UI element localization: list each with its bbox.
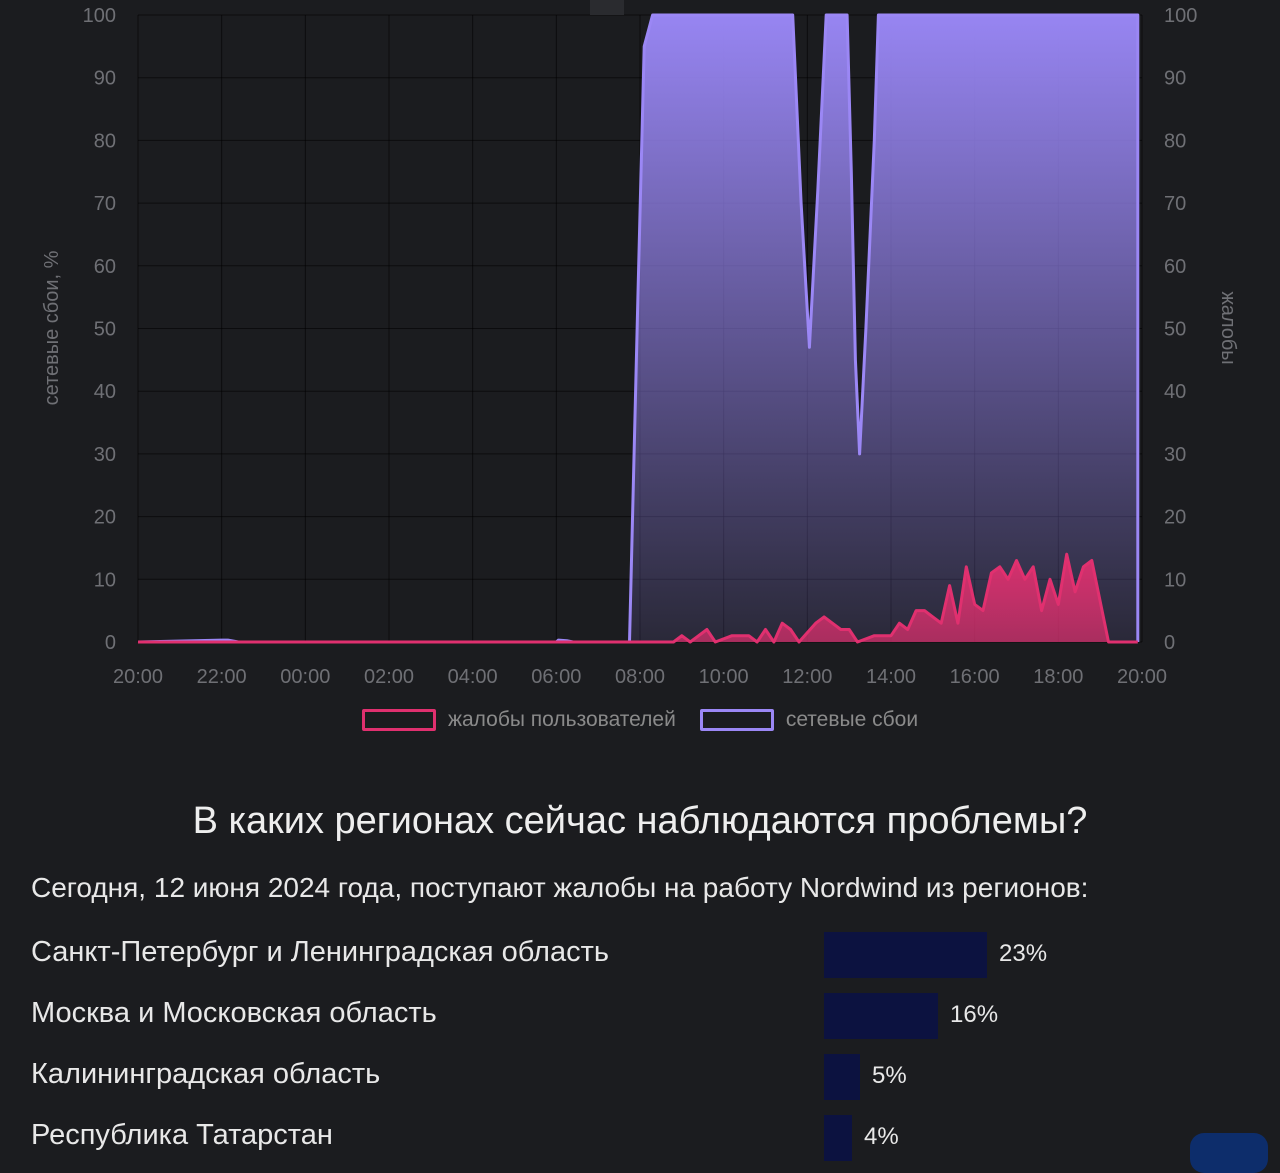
region-bar	[824, 932, 987, 978]
x-tick-label: 22:00	[197, 666, 247, 688]
region-row[interactable]: Москва и Московская область 16%	[31, 993, 1251, 1039]
y-tick-label-left: 100	[83, 5, 116, 27]
x-tick-label: 12:00	[782, 666, 832, 688]
legend-swatch-outages	[699, 709, 774, 731]
legend-label-complaints: жалобы пользователей	[447, 708, 676, 731]
y-tick-label-right: 90	[1164, 68, 1186, 90]
x-tick-label: 20:00	[113, 666, 163, 688]
y-tick-label-right: 70	[1164, 193, 1186, 215]
y-tick-label-left: 50	[94, 319, 116, 341]
y-axis-label-left: сетевые сбои, %	[41, 250, 63, 405]
region-name: Республика Татарстан	[31, 1119, 333, 1151]
x-tick-label: 14:00	[866, 666, 916, 688]
region-percent: 5%	[872, 1062, 907, 1089]
regions-subtitle: Сегодня, 12 июня 2024 года, поступают жа…	[31, 872, 1089, 903]
x-tick-label: 00:00	[280, 666, 330, 688]
y-tick-label-left: 0	[105, 632, 116, 654]
x-tick-label: 04:00	[448, 666, 498, 688]
region-name: Санкт-Петербург и Ленинградская область	[31, 936, 609, 968]
axis-labels: 0 0 10 10 20 20 30 30 40 40 50 50 60 60 70 70 80 80 90 90 10…	[83, 5, 1198, 688]
y-tick-label-right: 50	[1164, 319, 1186, 341]
y-tick-label-right: 100	[1164, 5, 1197, 27]
x-tick-label: 02:00	[364, 666, 414, 688]
legend-swatch-complaints	[361, 709, 436, 731]
y-tick-label-left: 10	[94, 569, 116, 591]
complaints-line	[138, 552, 1138, 644]
region-row[interactable]: Республика Татарстан 4%	[31, 1115, 1251, 1161]
y-tick-label-left: 90	[94, 68, 116, 90]
floating-action-button[interactable]	[1190, 1133, 1268, 1173]
x-tick-label: 10:00	[699, 666, 749, 688]
legend-item-complaints[interactable]: жалобы пользователей	[361, 708, 676, 732]
chart-legend: жалобы пользователей сетевые сбои	[0, 708, 1280, 732]
region-row[interactable]: Калининградская область 5%	[31, 1054, 1251, 1100]
y-tick-label-left: 40	[94, 381, 116, 403]
region-row[interactable]: Санкт-Петербург и Ленинградская область …	[31, 932, 1251, 978]
complaints-area	[138, 554, 1138, 642]
y-tick-label-right: 20	[1164, 507, 1186, 529]
x-tick-label: 20:00	[1117, 666, 1167, 688]
region-bar	[824, 1115, 852, 1161]
region-percent: 23%	[999, 940, 1048, 967]
x-tick-label: 08:00	[615, 666, 665, 688]
x-tick-label: 16:00	[950, 666, 1000, 688]
y-tick-label-right: 10	[1164, 569, 1186, 591]
series-areas	[137, 13, 1140, 644]
y-tick-label-right: 40	[1164, 381, 1186, 403]
x-tick-label: 18:00	[1033, 666, 1083, 688]
y-axis-label-right: жалобы	[1217, 291, 1239, 364]
legend-item-outages[interactable]: сетевые сбои	[699, 708, 919, 732]
region-bar	[824, 1054, 860, 1100]
outage-chart: 0 0 10 10 20 20 30 30 40 40 50 50 60 60 70 70 80 80 90 90 10…	[0, 0, 1280, 732]
region-percent: 4%	[864, 1123, 899, 1150]
y-tick-label-left: 70	[94, 193, 116, 215]
y-tick-label-left: 80	[94, 130, 116, 152]
legend-label-outages: сетевые сбои	[785, 708, 919, 731]
y-tick-label-left: 20	[94, 507, 116, 529]
y-tick-label-right: 0	[1164, 632, 1175, 654]
regions-title: В каких регионах сейчас наблюдаются проб…	[192, 800, 1088, 842]
region-bar	[824, 993, 938, 1039]
y-tick-label-right: 30	[1164, 444, 1186, 466]
x-tick-label: 06:00	[531, 666, 581, 688]
y-tick-label-left: 30	[94, 444, 116, 466]
y-tick-label-left: 60	[94, 256, 116, 278]
region-name: Калининградская область	[31, 1058, 381, 1090]
region-percent: 16%	[950, 1001, 999, 1028]
y-tick-label-right: 80	[1164, 130, 1186, 152]
region-name: Москва и Московская область	[31, 997, 437, 1029]
y-tick-label-right: 60	[1164, 256, 1186, 278]
chart-svg: 0 0 10 10 20 20 30 30 40 40 50 50 60 60 70 70 80 80 90 90 10…	[41, 0, 1239, 688]
chart-top-marker	[590, 0, 624, 15]
